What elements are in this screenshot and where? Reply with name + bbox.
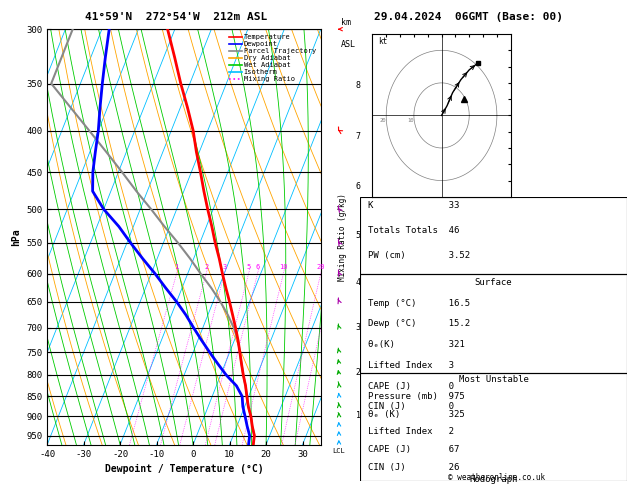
Text: CAPE (J)       0: CAPE (J) 0 [368, 382, 454, 391]
Text: Surface: Surface [475, 278, 512, 287]
Text: 6: 6 [255, 264, 260, 270]
Text: CAPE (J)       67: CAPE (J) 67 [368, 445, 459, 454]
Text: ASL: ASL [340, 39, 355, 49]
Text: 7: 7 [355, 132, 360, 141]
Text: θₑ(K)          321: θₑ(K) 321 [368, 340, 465, 349]
Text: 1: 1 [174, 264, 179, 270]
Text: PW (cm)        3.52: PW (cm) 3.52 [368, 251, 470, 260]
Text: θₑ (K)         325: θₑ (K) 325 [368, 410, 465, 419]
Bar [360, 373, 627, 481]
Legend: Temperature, Dewpoint, Parcel Trajectory, Dry Adiabat, Wet Adiabat, Isotherm, Mi: Temperature, Dewpoint, Parcel Trajectory… [228, 33, 317, 84]
Bar [360, 197, 627, 274]
Text: 10: 10 [279, 264, 287, 270]
X-axis label: Dewpoint / Temperature (°C): Dewpoint / Temperature (°C) [104, 464, 264, 474]
Text: Temp (°C)      16.5: Temp (°C) 16.5 [368, 298, 470, 308]
Text: 2: 2 [204, 264, 208, 270]
Text: 20: 20 [316, 264, 325, 270]
Text: CIN (J)        26: CIN (J) 26 [368, 463, 459, 471]
Text: Lifted Index   2: Lifted Index 2 [368, 427, 454, 436]
Text: 4: 4 [355, 278, 360, 287]
Text: Hodograph: Hodograph [469, 475, 518, 484]
Text: 29.04.2024  06GMT (Base: 00): 29.04.2024 06GMT (Base: 00) [374, 12, 563, 22]
Y-axis label: hPa: hPa [11, 228, 21, 246]
Text: 3: 3 [222, 264, 226, 270]
Text: 5: 5 [247, 264, 251, 270]
Text: 8: 8 [355, 81, 360, 90]
Text: © weatheronline.co.uk: © weatheronline.co.uk [448, 473, 545, 482]
Text: 1: 1 [355, 411, 360, 420]
Text: Dewp (°C)      15.2: Dewp (°C) 15.2 [368, 319, 470, 329]
Text: CIN (J)        0: CIN (J) 0 [368, 402, 454, 411]
Text: Pressure (mb)  975: Pressure (mb) 975 [368, 392, 465, 401]
Text: 6: 6 [355, 182, 360, 191]
Text: Most Unstable: Most Unstable [459, 375, 528, 383]
Text: 2: 2 [355, 368, 360, 377]
Text: 10: 10 [408, 118, 414, 123]
Text: 5: 5 [355, 231, 360, 240]
Text: km: km [340, 18, 350, 27]
Text: Lifted Index   3: Lifted Index 3 [368, 361, 454, 370]
Text: K              33: K 33 [368, 201, 459, 210]
Text: 41°59'N  272°54'W  212m ASL: 41°59'N 272°54'W 212m ASL [85, 12, 267, 22]
Text: kt: kt [378, 37, 387, 46]
Text: 20: 20 [380, 118, 386, 123]
Text: LCL: LCL [333, 448, 345, 454]
Text: Mixing Ratio (g/kg): Mixing Ratio (g/kg) [338, 193, 347, 281]
Text: Totals Totals  46: Totals Totals 46 [368, 226, 459, 235]
Text: 3: 3 [355, 323, 360, 332]
Bar [360, 274, 627, 373]
